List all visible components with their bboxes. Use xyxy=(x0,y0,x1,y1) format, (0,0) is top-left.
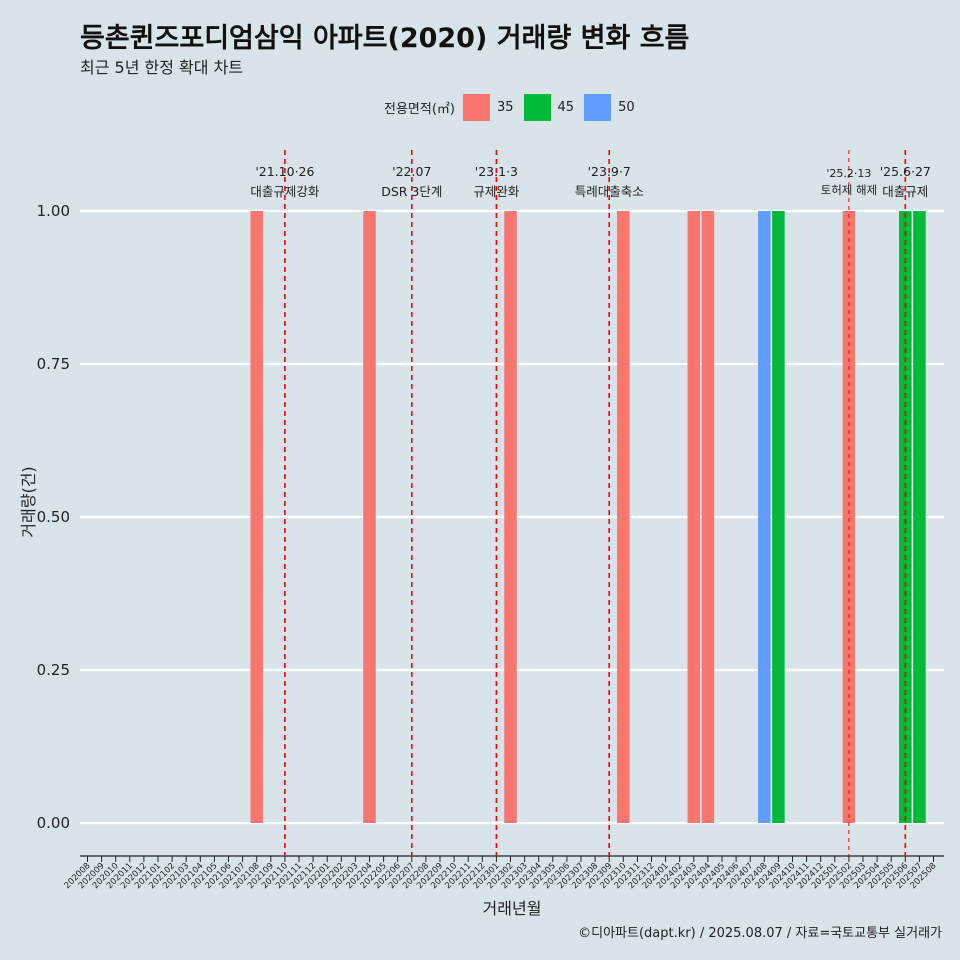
event-label-4: 토허제 해제 xyxy=(821,183,878,197)
bar-35-202404 xyxy=(701,211,715,823)
legend-swatch-35 xyxy=(462,93,490,121)
legend: 전용면적(㎡) 35 45 50 xyxy=(384,93,645,121)
bar-45-202507 xyxy=(913,211,926,823)
event-date-5: '25.6·27 xyxy=(880,164,931,179)
legend-item-35: 35 xyxy=(462,93,514,121)
event-label-3: 특례대출축소 xyxy=(575,184,644,199)
y-tick-label-4: 1.00 xyxy=(37,202,70,220)
legend-label-45: 45 xyxy=(557,99,575,115)
event-date-2: '23.1·3 xyxy=(475,164,518,179)
x-axis-title: 거래년월 xyxy=(483,899,542,918)
event-label-0: 대출규제강화 xyxy=(250,184,320,199)
footer-credit: ©디아파트(dapt.kr) / 2025.08.07 / 자료=국토교통부 실… xyxy=(578,926,942,941)
event-label-5: 대출규제 xyxy=(882,184,928,199)
bar-35-202310 xyxy=(617,211,630,823)
bar-35-202403 xyxy=(687,211,701,823)
chart-title: 등촌퀸즈포디엄삼익 아파트(2020) 거래량 변화 흐름 xyxy=(80,23,690,54)
bar-50-202408 xyxy=(758,211,771,823)
y-tick-label-0: 0.00 xyxy=(37,814,70,832)
bar-35-202502 xyxy=(842,211,856,823)
event-date-1: '22.07 xyxy=(392,164,431,179)
legend-label-50: 50 xyxy=(618,99,635,115)
event-date-0: '21.10·26 xyxy=(255,164,314,179)
legend-item-50: 50 xyxy=(584,93,635,121)
bar-45-202409 xyxy=(772,211,785,823)
bar-35-202108 xyxy=(250,211,263,823)
legend-label-35: 35 xyxy=(496,99,514,115)
y-tick-label-3: 0.75 xyxy=(37,355,70,373)
bar-45-202506 xyxy=(899,211,912,823)
y-tick-label-2: 0.50 xyxy=(37,508,70,526)
legend-swatch-50 xyxy=(584,93,612,121)
event-label-1: DSR 3단계 xyxy=(381,184,442,199)
legend-title: 전용면적(㎡) xyxy=(384,101,455,117)
legend-item-45: 45 xyxy=(523,93,575,121)
chart-subtitle: 최근 5년 한정 확대 차트 xyxy=(80,58,244,77)
y-axis-title: 거래량(건) xyxy=(19,466,38,537)
legend-swatch-45 xyxy=(523,93,551,121)
event-date-3: '23.9·7 xyxy=(588,164,631,179)
event-label-2: 규제완화 xyxy=(473,184,520,199)
bar-35-202302 xyxy=(504,211,517,823)
bar-35-202204 xyxy=(363,211,376,823)
y-tick-label-1: 0.25 xyxy=(37,661,70,679)
event-date-4: '25.2·13 xyxy=(826,167,871,180)
